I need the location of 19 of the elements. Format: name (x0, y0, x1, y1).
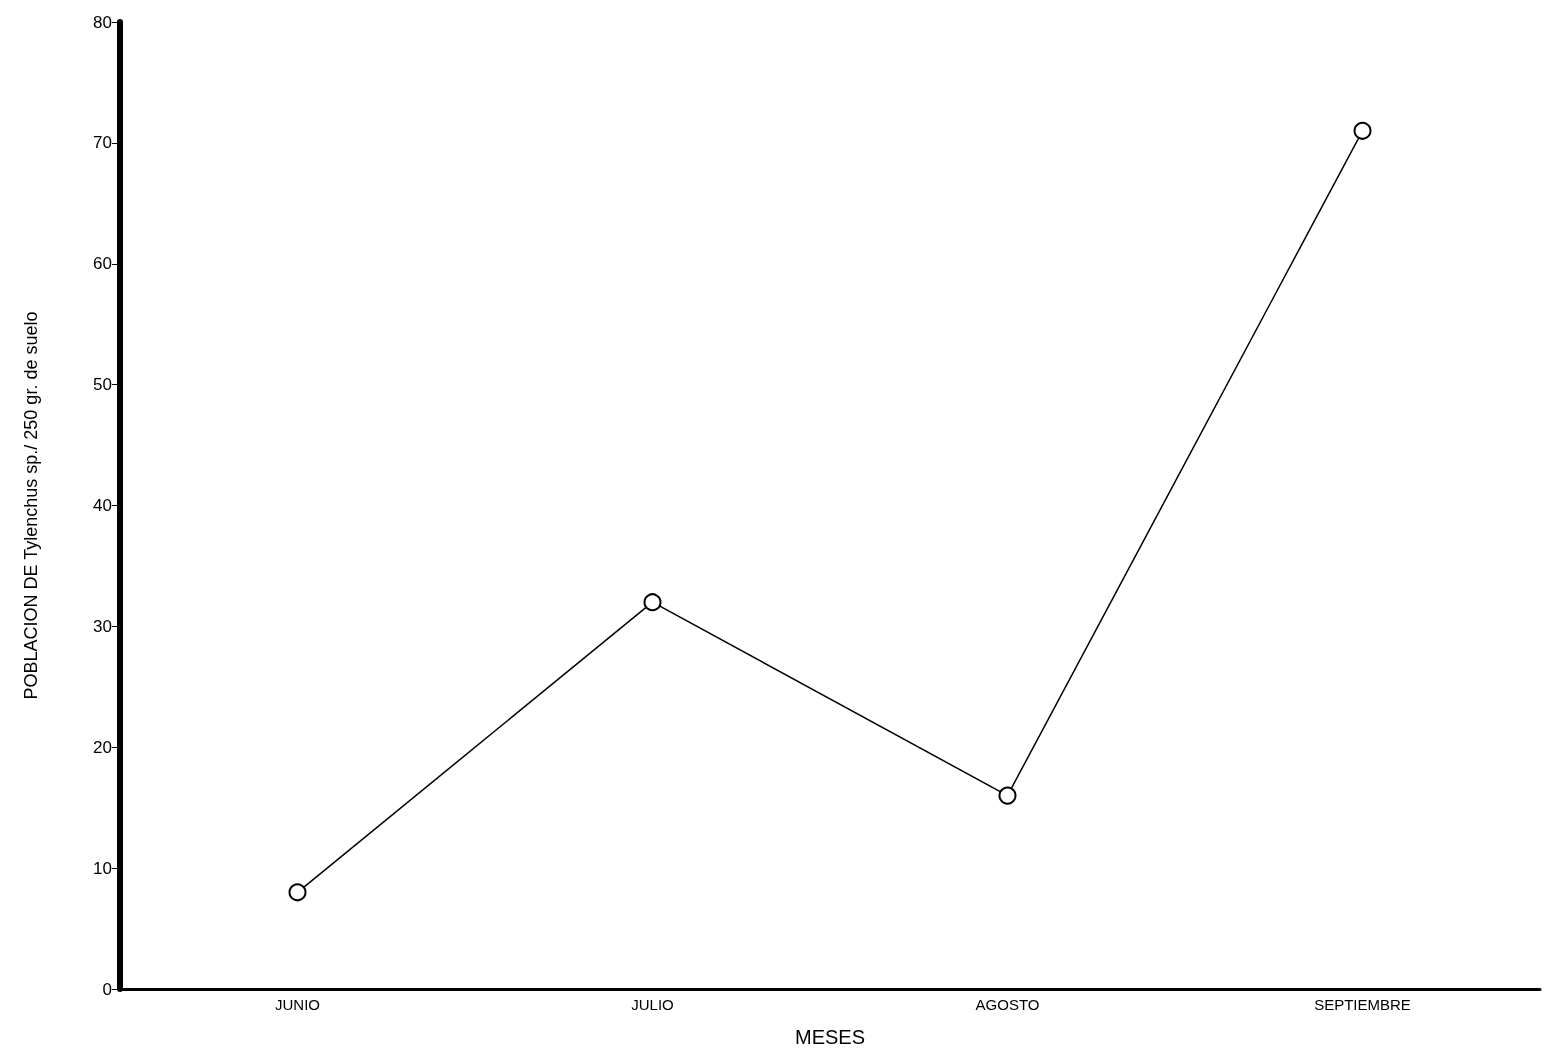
y-tick-label: 20 (93, 737, 112, 757)
y-tick-label: 60 (93, 254, 112, 274)
point (643, 593, 662, 612)
y-tick-label: 10 (93, 858, 112, 878)
y-tick-label: 70 (93, 133, 112, 153)
y-axis-title: POBLACION DE Tylenchus sp./ 250 gr. de suelo (21, 311, 41, 700)
x-tick-label: JULIO (631, 996, 674, 1013)
point (288, 883, 307, 902)
y-tick-label: 30 (93, 616, 112, 636)
point (1353, 121, 1372, 140)
x-tick-label: SEPTIEMBRE (1314, 996, 1411, 1013)
y-tick-label: 80 (93, 12, 112, 32)
y-tick-label: 40 (93, 496, 112, 515)
y-tick-label: 50 (93, 375, 112, 395)
x-tick-label: AGOSTO (975, 996, 1040, 1013)
point (998, 786, 1017, 805)
x-axis-title: MESES (794, 1026, 866, 1048)
y-tick-label: 0 (102, 979, 112, 999)
x-tick-label: JUNIO (275, 996, 320, 1013)
